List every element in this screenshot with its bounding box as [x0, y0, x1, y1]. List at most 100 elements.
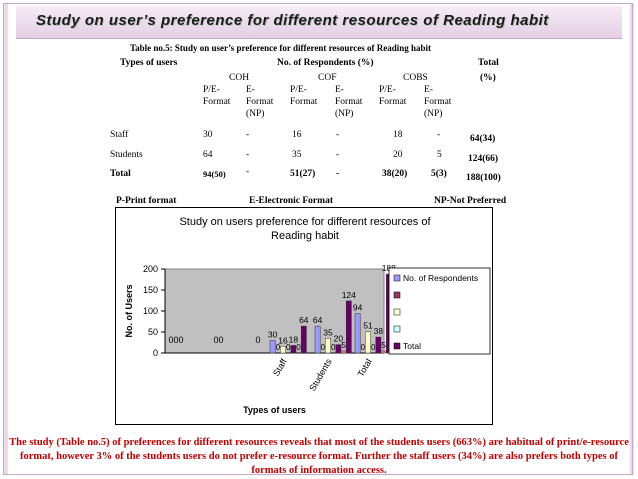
data-label: 64 — [313, 315, 323, 325]
legend-swatch — [393, 308, 401, 316]
legend-swatch — [393, 274, 401, 282]
chart-area: Study on users preference for different … — [115, 207, 493, 425]
x-tick-label: Students — [307, 357, 334, 393]
data-label: 0 — [296, 343, 301, 352]
data-label: 16 — [278, 335, 288, 345]
legend-print: P-Print format — [116, 196, 177, 206]
data-label: 5 — [381, 340, 386, 350]
sub-e-2c: (NP) — [335, 109, 354, 119]
row-label: Staff — [110, 130, 129, 140]
sub-e-1c: (NP) — [246, 109, 265, 119]
cell: 64 — [203, 150, 213, 160]
chart-title: Study on users preference for different … — [179, 216, 431, 242]
col-total-unit: (%) — [480, 73, 496, 83]
slide-title: Study on user’s preference for different… — [36, 12, 549, 29]
sub-pe-1a: P/E- — [203, 85, 220, 95]
legend-swatch — [393, 291, 401, 299]
data-label: 35 — [323, 327, 333, 337]
bar — [375, 336, 382, 354]
sub-e-2b: Format — [335, 97, 363, 107]
bar — [380, 350, 387, 354]
data-label: 18 — [289, 334, 299, 344]
col-types-header: Types of users — [120, 58, 178, 68]
sub-pe-2b: Format — [290, 97, 318, 107]
group-cof: COF — [318, 73, 337, 83]
bar — [290, 345, 297, 354]
sub-e-3c: (NP) — [424, 109, 443, 119]
cell: - — [336, 169, 340, 179]
cell: 20 — [393, 150, 403, 160]
bar — [314, 325, 321, 354]
cell: 5(3) — [431, 169, 447, 179]
bar — [325, 338, 331, 354]
data-label: 38 — [374, 326, 384, 336]
conclusion-text: The study (Table no.5) of preferences fo… — [9, 437, 629, 476]
data-label: 30 — [268, 329, 278, 339]
bar — [300, 325, 307, 354]
x-tick-label: Total — [356, 357, 374, 378]
title-bar — [16, 6, 622, 39]
data-label: 0 — [218, 335, 223, 345]
data-label: 0 — [371, 343, 376, 352]
sub-pe-1b: Format — [203, 97, 231, 107]
sub-e-1b: Format — [246, 97, 274, 107]
data-label: 51 — [363, 321, 373, 331]
group-cobs: COBS — [403, 73, 428, 83]
cell: 35 — [292, 150, 302, 160]
data-label: 64 — [299, 315, 309, 325]
sub-e-3b: Format — [424, 97, 452, 107]
row-total: 124(66) — [468, 154, 499, 164]
data-label: 0 — [178, 335, 183, 345]
bar — [340, 350, 347, 354]
y-tick-label: 200 — [143, 264, 158, 274]
y-tick-label: 50 — [148, 327, 158, 337]
data-label: 0 — [286, 343, 291, 352]
data-label: 0 — [331, 343, 336, 352]
sub-pe-2a: P/E- — [290, 85, 307, 95]
sub-e-1a: E- — [246, 85, 255, 95]
data-label: 0 — [173, 335, 178, 345]
legend-electronic: E-Electronic Format — [249, 196, 333, 206]
bar — [345, 300, 352, 354]
legend-swatch — [393, 342, 401, 350]
legend-swatch — [393, 325, 401, 333]
bar — [280, 346, 286, 354]
row-total: 64(34) — [470, 134, 496, 144]
row-label: Students — [110, 150, 143, 160]
group-coh: COH — [229, 73, 250, 83]
bar — [269, 340, 276, 354]
bar — [335, 344, 342, 354]
cell: 16 — [292, 130, 302, 140]
data-label: 0 — [276, 343, 281, 352]
col-total-header: Total — [478, 58, 499, 68]
cell: - — [336, 150, 340, 160]
cell: 5 — [437, 150, 442, 160]
bar — [354, 313, 361, 354]
legend-label: Total — [403, 341, 421, 351]
sub-e-2a: E- — [335, 85, 344, 95]
data-label: 94 — [353, 303, 363, 313]
slide-frame — [3, 3, 633, 475]
cell: - — [246, 150, 250, 160]
sub-pe-3b: Format — [379, 97, 407, 107]
left-decor-band — [4, 4, 8, 475]
cell: 51(27) — [290, 169, 316, 179]
y-tick-label: 150 — [143, 285, 158, 295]
cell: 30 — [203, 130, 213, 140]
sub-e-3a: E- — [424, 85, 433, 95]
cell: - — [336, 130, 340, 140]
data-label: 20 — [334, 334, 344, 344]
cell: - — [246, 167, 250, 177]
y-tick-label: 0 — [153, 348, 158, 358]
legend-box — [388, 267, 491, 355]
data-label: 0 — [321, 343, 326, 352]
x-tick-label: Staff — [271, 357, 289, 378]
cell: 38(20) — [382, 169, 408, 179]
x-axis-label: Types of users — [243, 405, 306, 415]
cell: 18 — [393, 130, 403, 140]
data-label: 0 — [255, 335, 260, 345]
data-label: 5 — [341, 340, 346, 350]
y-axis-label: No. of Users — [124, 284, 134, 337]
bar — [365, 331, 371, 354]
